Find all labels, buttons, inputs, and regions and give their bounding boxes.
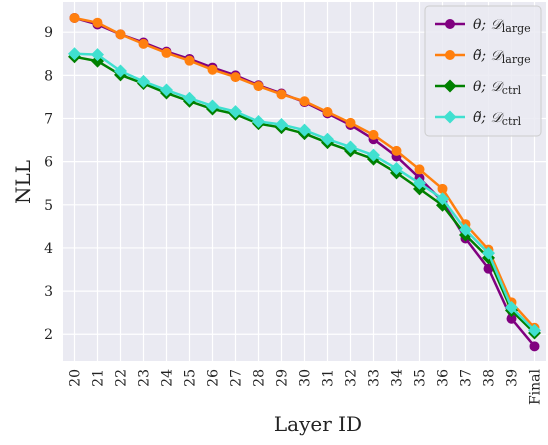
- data-point: [459, 223, 472, 237]
- x-axis-label: Layer ID: [274, 412, 362, 436]
- legend-marker: [445, 19, 455, 29]
- data-point: [69, 12, 80, 23]
- data-point: [321, 132, 334, 146]
- data-point: [368, 129, 379, 140]
- data-point: [184, 55, 195, 66]
- data-point: [206, 99, 219, 113]
- data-point: [252, 115, 265, 129]
- data-point: [436, 192, 449, 206]
- series-layer: [68, 12, 541, 352]
- data-point: [367, 148, 380, 162]
- data-point: [344, 140, 357, 154]
- series-2: [69, 12, 540, 333]
- data-point: [207, 64, 218, 75]
- x-tick-label: 20: [68, 369, 84, 387]
- x-tick-label: 39: [505, 369, 521, 387]
- x-tick-label: 27: [229, 369, 245, 387]
- legend-item: θ̃; 𝒟large: [435, 48, 531, 66]
- x-tick-label: 34: [390, 369, 406, 387]
- y-tick-label: 9: [44, 25, 53, 41]
- data-point: [91, 48, 104, 62]
- y-tick-label: 8: [44, 68, 53, 84]
- legend-label: θ̃; 𝒟large: [473, 48, 531, 66]
- x-tick-labels: 20 21 22 23 24 25 26 27 28 29 30 31 32 33 34 35 36 37 38 39…: [68, 368, 544, 405]
- legend-label: θ; 𝒟ctrl: [473, 79, 522, 97]
- legend-box: [424, 5, 542, 137]
- legend-marker: [443, 110, 457, 124]
- legend-label: θ̃; 𝒟ctrl: [473, 110, 522, 128]
- data-point: [345, 117, 356, 128]
- data-point: [414, 164, 425, 175]
- x-tick-label: 36: [436, 369, 452, 387]
- x-tick-label: 35: [413, 369, 429, 387]
- data-point: [528, 323, 541, 337]
- data-point: [299, 96, 310, 107]
- series-4: [68, 47, 541, 337]
- x-tick-label: 31: [321, 369, 337, 387]
- x-tick-label: 29: [275, 369, 291, 387]
- x-tick-label: 26: [206, 369, 222, 387]
- data-point: [413, 176, 426, 190]
- data-point: [298, 123, 311, 137]
- data-point: [275, 118, 288, 132]
- y-tick-label: 4: [44, 241, 53, 257]
- legend-label: θ; 𝒟large: [473, 17, 531, 35]
- x-tick-label: 32: [344, 369, 360, 387]
- data-point: [506, 313, 517, 324]
- data-point: [161, 47, 172, 58]
- data-point: [253, 81, 264, 92]
- legend-item: θ; 𝒟ctrl: [435, 79, 522, 97]
- data-point: [322, 107, 333, 118]
- data-point: [505, 300, 518, 314]
- x-tick-label: 21: [91, 369, 107, 387]
- y-tick-label: 2: [44, 327, 53, 343]
- data-point: [276, 89, 287, 100]
- x-tick-label: 24: [160, 369, 176, 387]
- y-tick-label: 7: [44, 112, 53, 128]
- data-point: [183, 91, 196, 105]
- data-point: [482, 246, 495, 260]
- data-point: [390, 162, 403, 176]
- legend-item: θ̃; 𝒟ctrl: [435, 110, 522, 128]
- legend-item: θ; 𝒟large: [435, 17, 531, 35]
- x-tick-label: 25: [183, 369, 199, 387]
- y-tick-labels: 2 3 4 5 6 7 8 9: [44, 25, 53, 343]
- data-point: [391, 145, 402, 156]
- x-tick-label: 28: [252, 369, 268, 387]
- data-point: [137, 74, 150, 88]
- data-point: [160, 83, 173, 97]
- data-point: [115, 29, 126, 40]
- legend: θ; 𝒟large θ̃; 𝒟large θ; 𝒟ctrl θ̃; 𝒟ctrl: [424, 5, 542, 137]
- data-point: [230, 72, 241, 83]
- x-tick-label: 30: [298, 369, 314, 387]
- x-tick-label: 37: [459, 369, 475, 387]
- y-tick-label: 5: [44, 198, 53, 214]
- legend-marker: [443, 79, 457, 93]
- data-point: [437, 183, 448, 194]
- data-point: [138, 38, 149, 49]
- x-tick-label: 22: [114, 369, 130, 387]
- legend-marker: [445, 50, 455, 60]
- x-tick-label: 38: [482, 369, 498, 387]
- y-tick-label: 3: [44, 284, 53, 300]
- x-tick-label: 23: [137, 369, 153, 387]
- x-tick-label: Final: [528, 368, 544, 405]
- y-axis-label: NLL: [11, 160, 35, 204]
- y-tick-label: 6: [44, 155, 53, 171]
- x-tick-label: 33: [367, 369, 383, 387]
- data-point: [114, 64, 127, 78]
- data-point: [529, 341, 540, 352]
- data-point: [229, 105, 242, 119]
- data-point: [68, 47, 81, 61]
- data-point: [92, 17, 103, 28]
